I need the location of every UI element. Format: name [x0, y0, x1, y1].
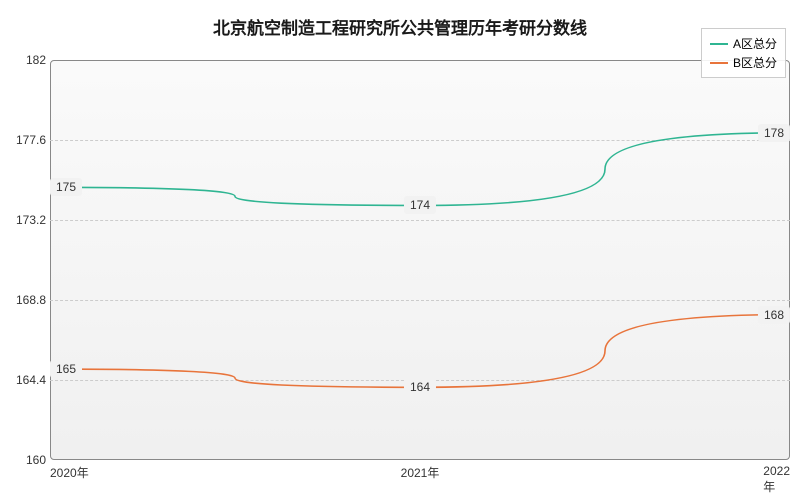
- y-tick-label: 182: [26, 53, 46, 67]
- y-tick-label: 160: [26, 453, 46, 467]
- series-line: [50, 315, 790, 388]
- legend-item-b: B区总分: [710, 54, 777, 71]
- series-lines: [50, 60, 790, 460]
- data-point-label: 174: [404, 196, 436, 214]
- series-line: [50, 133, 790, 206]
- data-point-label: 164: [404, 378, 436, 396]
- data-point-label: 178: [758, 124, 790, 142]
- y-tick-label: 168.8: [16, 293, 46, 307]
- y-tick-label: 164.4: [16, 373, 46, 387]
- x-tick-label: 2020年: [50, 464, 89, 481]
- data-point-label: 168: [758, 306, 790, 324]
- x-tick-label: 2022年: [763, 464, 790, 495]
- legend-label-b: B区总分: [733, 54, 777, 71]
- data-point-label: 165: [50, 360, 82, 378]
- legend: A区总分 B区总分: [701, 28, 786, 78]
- chart-container: 北京航空制造工程研究所公共管理历年考研分数线 160 164.4 168.8 173.…: [0, 0, 800, 500]
- legend-item-a: A区总分: [710, 35, 777, 52]
- data-point-label: 175: [50, 178, 82, 196]
- x-tick-label: 2021年: [401, 464, 440, 481]
- y-tick-label: 177.6: [16, 133, 46, 147]
- legend-swatch-b: [710, 62, 728, 64]
- y-tick-label: 173.2: [16, 213, 46, 227]
- legend-label-a: A区总分: [733, 35, 777, 52]
- chart-title: 北京航空制造工程研究所公共管理历年考研分数线: [0, 14, 800, 39]
- legend-swatch-a: [710, 43, 728, 45]
